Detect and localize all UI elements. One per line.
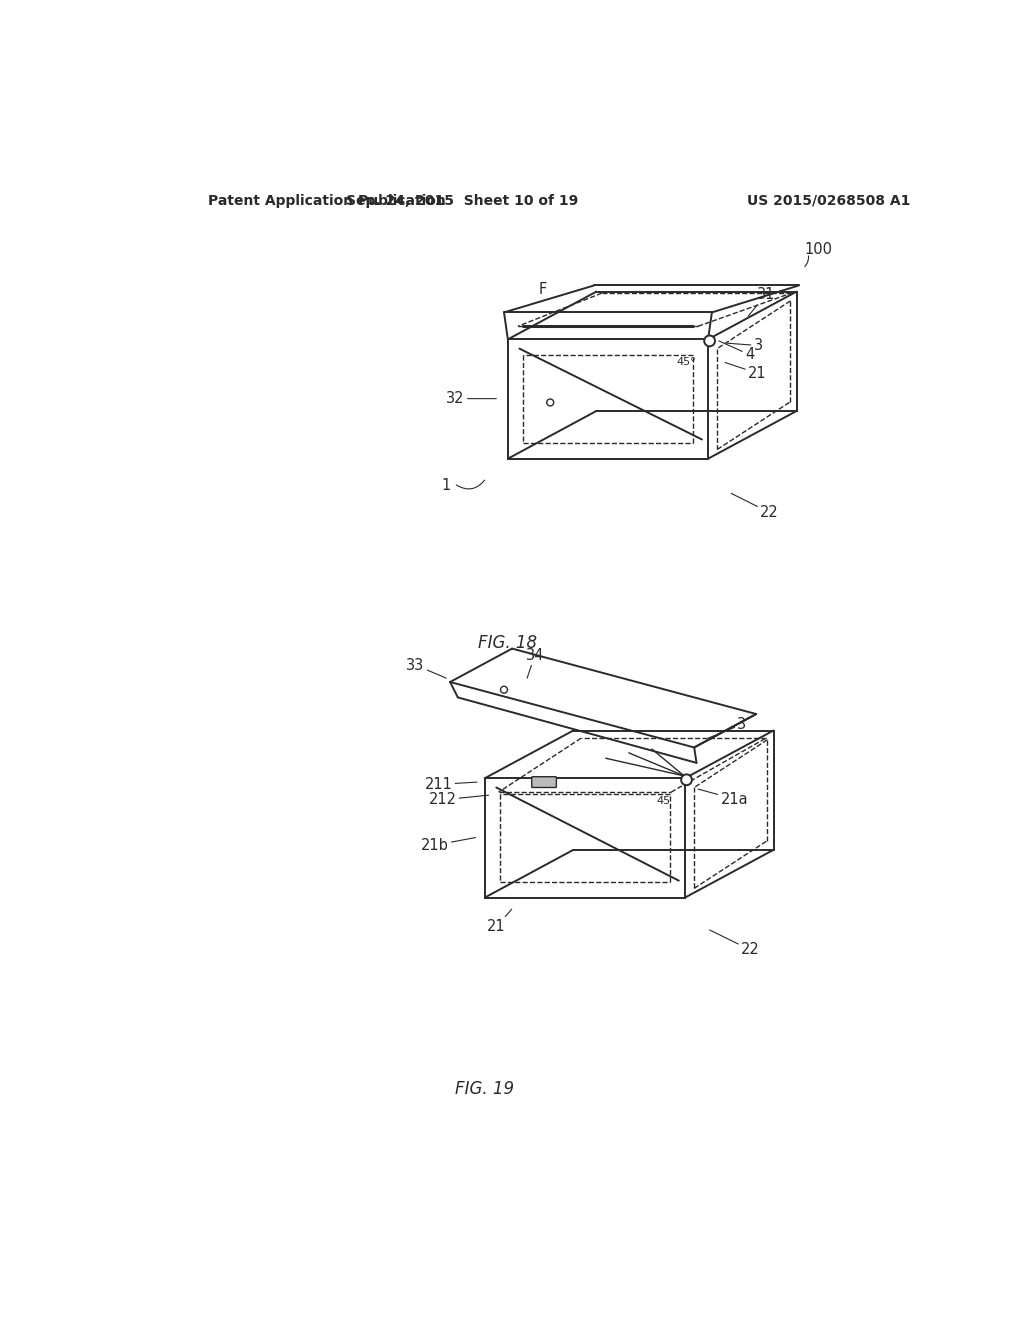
Text: 21: 21 [487,909,512,935]
Text: Patent Application Publication: Patent Application Publication [208,194,445,207]
Text: 22: 22 [731,494,779,520]
Text: 4: 4 [719,341,755,362]
Text: 22: 22 [710,929,760,957]
Text: FIG. 18: FIG. 18 [478,635,538,652]
Text: 212: 212 [428,792,488,808]
Text: 34: 34 [525,648,544,678]
Circle shape [501,686,508,693]
Text: 3: 3 [708,717,746,738]
Circle shape [705,335,715,346]
Text: 1: 1 [441,478,451,494]
Circle shape [681,775,692,785]
Text: 31: 31 [749,288,775,317]
Text: US 2015/0268508 A1: US 2015/0268508 A1 [746,194,910,207]
Text: 45: 45 [656,796,671,807]
Text: 32: 32 [446,391,497,407]
Text: 21b: 21b [421,837,475,853]
Text: 33: 33 [407,657,446,678]
Text: 100: 100 [804,242,833,257]
Text: 21a: 21a [698,789,749,807]
FancyBboxPatch shape [531,776,556,788]
Text: 21: 21 [725,363,767,380]
Text: 3: 3 [727,338,763,352]
Text: 45°: 45° [677,358,696,367]
Text: 211: 211 [425,777,477,792]
Circle shape [547,399,554,407]
Text: F: F [539,281,547,297]
Text: FIG. 19: FIG. 19 [456,1080,514,1097]
Text: Sep. 24, 2015  Sheet 10 of 19: Sep. 24, 2015 Sheet 10 of 19 [345,194,578,207]
